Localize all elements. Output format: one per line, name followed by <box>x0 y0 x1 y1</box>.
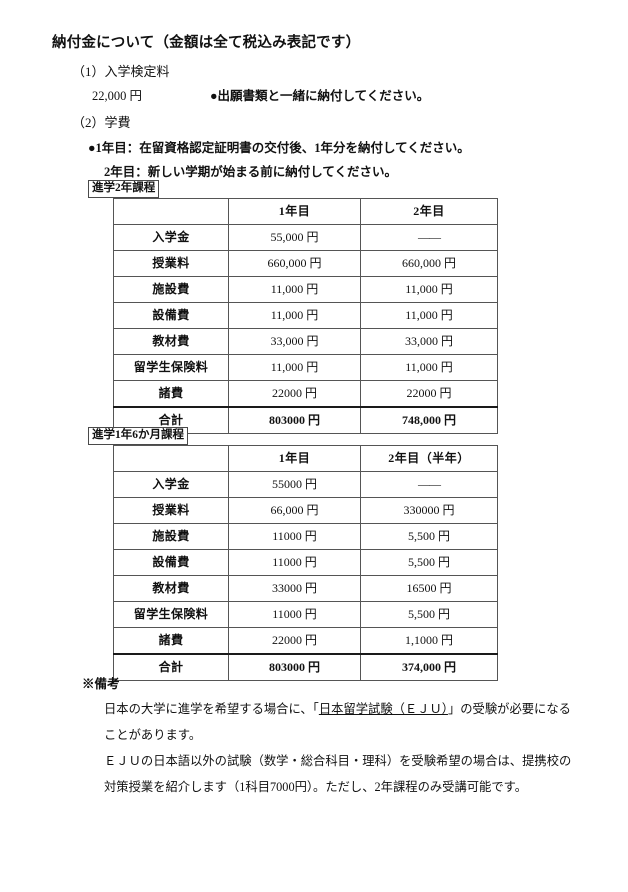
notes-paragraph-1: 日本の大学に進学を希望する場合に、「日本留学試験（ＥＪＵ）」の受験が必要になるこ… <box>104 696 576 748</box>
row-item-label: 施設費 <box>113 276 229 303</box>
row-value-year1: 22000 円 <box>228 380 361 408</box>
page-title: 納付金について（金額は全て税込み表記です） <box>52 35 361 51</box>
row-item-label: 諸費 <box>113 627 229 655</box>
row-value-year1: 660,000 円 <box>228 250 361 277</box>
row-value-year1: 33,000 円 <box>228 328 361 355</box>
table-row: 授業料 66,000 円 330000 円 <box>113 497 498 524</box>
row-item-label: 教材費 <box>113 575 229 602</box>
column-header-year2: 2年目（半年） <box>360 445 498 472</box>
row-value-year2: 1,1000 円 <box>360 627 498 655</box>
application-fee-amount: 22,000 円 <box>92 89 143 103</box>
tuition-bullet-year2: 2年目：新しい学期が始まる前に納付してください。 <box>104 165 398 179</box>
table-row: 施設費 11000 円 5,500 円 <box>113 523 498 550</box>
table-row: 授業料 660,000 円 660,000 円 <box>113 250 498 277</box>
table-row: 設備費 11000 円 5,500 円 <box>113 549 498 576</box>
fee-table-2year: 1年目 2年目 入学金 55,000 円 ―― 授業料 660,000 円 66… <box>113 198 498 434</box>
course-tag-18month: 進学1年6か月課程 <box>88 427 188 446</box>
row-value-year1: 66,000 円 <box>228 497 361 524</box>
row-value-year1: 55,000 円 <box>228 224 361 251</box>
row-item-label: 設備費 <box>113 549 229 576</box>
row-value-year2: 660,000 円 <box>360 250 498 277</box>
total-value-year1: 803000 円 <box>228 653 361 681</box>
row-value-year1: 11,000 円 <box>228 354 361 381</box>
row-value-year1: 11000 円 <box>228 601 361 628</box>
total-value-year2: 374,000 円 <box>360 653 498 681</box>
notes-p1-underlined-term: 日本留学試験（ＥＪＵ） <box>318 702 448 716</box>
table-row: 諸費 22000 円 1,1000 円 <box>113 627 498 655</box>
table-header-row: 1年目 2年目（半年） <box>113 445 498 472</box>
table-row: 留学生保険料 11000 円 5,500 円 <box>113 601 498 628</box>
column-header-year2: 2年目 <box>360 198 498 225</box>
row-item-label: 教材費 <box>113 328 229 355</box>
row-value-year1: 11000 円 <box>228 523 361 550</box>
row-item-label: 留学生保険料 <box>113 601 229 628</box>
row-value-year2: 33,000 円 <box>360 328 498 355</box>
table-row: 施設費 11,000 円 11,000 円 <box>113 276 498 303</box>
course-tag-2year: 進学2年課程 <box>88 180 160 199</box>
table-row: 教材費 33,000 円 33,000 円 <box>113 328 498 355</box>
total-label: 合計 <box>113 653 229 681</box>
row-value-year1: 33000 円 <box>228 575 361 602</box>
notes-paragraph-2: ＥＪＵの日本語以外の試験（数学・総合科目・理科）を受験希望の場合は、提携校の対策… <box>104 754 572 794</box>
row-item-label: 入学金 <box>113 471 229 498</box>
table-row: 設備費 11,000 円 11,000 円 <box>113 302 498 329</box>
row-value-year2: 330000 円 <box>360 497 498 524</box>
column-header-item <box>113 198 229 225</box>
row-value-year2: 5,500 円 <box>360 549 498 576</box>
row-value-year2: 11,000 円 <box>360 276 498 303</box>
section-label-application-fee: （1）入学検定料 <box>72 64 170 79</box>
notes-p1-before: 日本の大学に進学を希望する場合に、「 <box>104 702 319 716</box>
notes-p1-after: 」の受験が必要になることがあります。 <box>104 702 571 742</box>
row-value-year2: ―― <box>360 224 498 251</box>
table-row: 留学生保険料 11,000 円 11,000 円 <box>113 354 498 381</box>
row-value-year1: 11,000 円 <box>228 276 361 303</box>
total-value-year2: 748,000 円 <box>360 406 498 434</box>
column-header-year1: 1年目 <box>228 198 361 225</box>
notes-heading: ※備考 <box>82 677 120 691</box>
column-header-item <box>113 445 229 472</box>
row-value-year2: 22000 円 <box>360 380 498 408</box>
application-fee-note: ●出願書類と一緒に納付してください。 <box>210 89 430 103</box>
row-value-year2: 16500 円 <box>360 575 498 602</box>
row-item-label: 授業料 <box>113 497 229 524</box>
row-value-year1: 11,000 円 <box>228 302 361 329</box>
row-item-label: 諸費 <box>113 380 229 408</box>
row-value-year2: 11,000 円 <box>360 354 498 381</box>
row-item-label: 設備費 <box>113 302 229 329</box>
row-value-year1: 22000 円 <box>228 627 361 655</box>
fee-table-18month: 1年目 2年目（半年） 入学金 55000 円 ―― 授業料 66,000 円 … <box>113 445 498 681</box>
row-value-year2: 5,500 円 <box>360 523 498 550</box>
row-value-year2: ―― <box>360 471 498 498</box>
row-value-year1: 11000 円 <box>228 549 361 576</box>
row-value-year2: 11,000 円 <box>360 302 498 329</box>
total-value-year1: 803000 円 <box>228 406 361 434</box>
column-header-year1: 1年目 <box>228 445 361 472</box>
table-header-row: 1年目 2年目 <box>113 198 498 225</box>
table-total-row: 合計 803000 円 374,000 円 <box>113 653 498 681</box>
row-item-label: 入学金 <box>113 224 229 251</box>
application-fee-line: 22,000 円 ●出願書類と一緒に納付してください。 <box>92 85 429 104</box>
table-row: 教材費 33000 円 16500 円 <box>113 575 498 602</box>
section-label-tuition: （2）学費 <box>72 115 131 130</box>
notes-body: 日本の大学に進学を希望する場合に、「日本留学試験（ＥＪＵ）」の受験が必要になるこ… <box>104 696 576 800</box>
row-value-year1: 55000 円 <box>228 471 361 498</box>
table-row: 入学金 55000 円 ―― <box>113 471 498 498</box>
row-item-label: 留学生保険料 <box>113 354 229 381</box>
row-item-label: 施設費 <box>113 523 229 550</box>
row-value-year2: 5,500 円 <box>360 601 498 628</box>
table-row: 諸費 22000 円 22000 円 <box>113 380 498 408</box>
row-item-label: 授業料 <box>113 250 229 277</box>
tuition-bullet-year1: ●1年目：在留資格認定証明書の交付後、1年分を納付してください。 <box>88 141 470 155</box>
table-row: 入学金 55,000 円 ―― <box>113 224 498 251</box>
